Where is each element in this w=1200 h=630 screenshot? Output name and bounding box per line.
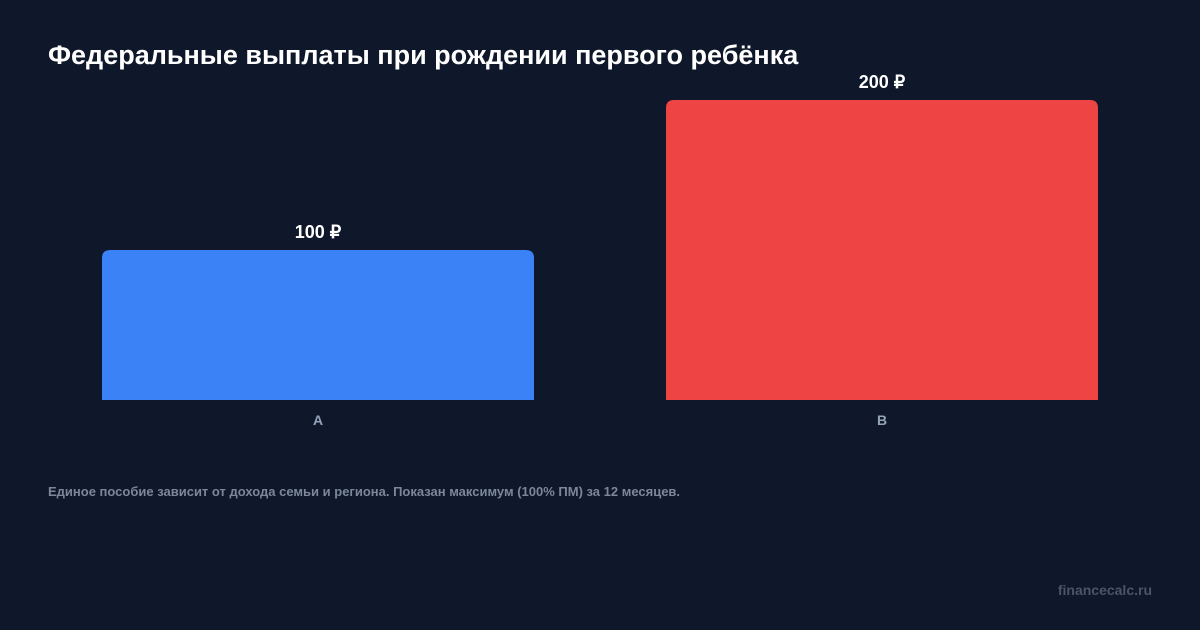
brand-watermark: financecalc.ru	[1057, 582, 1152, 598]
footnote: Единое пособие зависит от дохода семьи и…	[48, 484, 681, 499]
bar-a	[102, 250, 534, 400]
value-label: 100 ₽	[295, 222, 342, 242]
bar-b	[666, 100, 1098, 400]
value-label: 200 ₽	[859, 72, 906, 92]
chart-title: Федеральные выплаты при рождении первого…	[48, 40, 799, 70]
category-label: B	[877, 412, 887, 428]
category-label: A	[313, 412, 323, 428]
